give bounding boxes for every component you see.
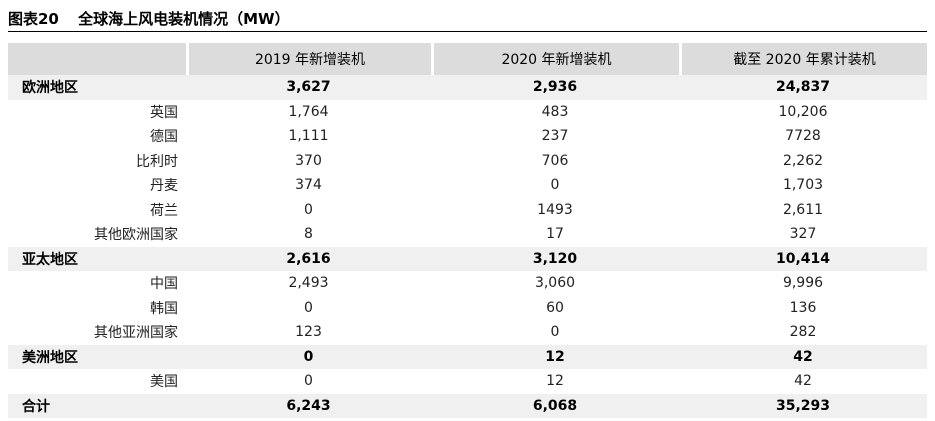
cell-cumulative: 10,414: [679, 246, 927, 271]
row-label: 欧洲地区: [8, 75, 186, 100]
figure-number: 图表20: [8, 10, 59, 28]
table-row: 欧洲地区 3,627 2,936 24,837: [8, 75, 927, 100]
cell-cumulative: 35,293: [679, 393, 927, 418]
cell-2020: 17: [546, 226, 564, 243]
row-label: 美洲地区: [8, 344, 186, 369]
cell-2020: 60: [546, 299, 564, 316]
cell-cumulative: 282: [789, 324, 817, 341]
table-row: 美国 0 12 42: [8, 369, 927, 394]
table-row: 亚太地区 2,616 3,120 10,414: [8, 246, 927, 271]
figure-title: 图表20 全球海上风电装机情况（MW）: [8, 8, 927, 32]
row-label: 中国: [150, 276, 178, 293]
offshore-wind-table: 2019 年新增装机 2020 年新增装机 截至 2020 年累计装机 欧洲地区…: [8, 43, 927, 418]
cell-2019: 6,243: [186, 393, 431, 418]
cell-2019: 0: [304, 299, 313, 316]
row-label: 德国: [150, 129, 178, 146]
cell-2020: 706: [541, 152, 569, 169]
cell-2019: 0: [304, 373, 313, 390]
cell-2020: 12: [546, 373, 564, 390]
row-label: 美国: [150, 374, 178, 391]
table-row: 其他欧洲国家 8 17 327: [8, 222, 927, 247]
cell-cumulative: 7728: [785, 128, 821, 145]
cell-cumulative: 2,262: [782, 152, 824, 169]
cell-cumulative: 24,837: [679, 75, 927, 100]
row-label: 合计: [8, 393, 186, 418]
cell-2020: 237: [541, 128, 569, 145]
cell-2019: 0: [186, 344, 431, 369]
cell-cumulative: 1,703: [782, 177, 824, 194]
cell-2019: 2,493: [288, 275, 329, 292]
row-label: 荷兰: [150, 202, 178, 219]
row-label: 丹麦: [150, 178, 178, 195]
cell-2019: 2,616: [186, 246, 431, 271]
cell-cumulative: 10,206: [778, 103, 828, 120]
cell-2020: 1493: [537, 201, 573, 218]
cell-2019: 0: [304, 201, 313, 218]
header-region: [8, 43, 186, 75]
table-row: 其他亚洲国家 123 0 282: [8, 320, 927, 345]
table-row: 比利时 370 706 2,262: [8, 149, 927, 174]
cell-2020: 12: [431, 344, 679, 369]
row-label: 其他亚洲国家: [94, 325, 178, 342]
cell-2019: 374: [295, 177, 322, 194]
cell-2020: 6,068: [431, 393, 679, 418]
cell-cumulative: 42: [794, 373, 812, 390]
cell-2019: 3,627: [186, 75, 431, 100]
row-label: 韩国: [150, 300, 178, 317]
table-row: 英国 1,764 483 10,206: [8, 100, 927, 125]
cell-2019: 1,764: [288, 103, 329, 120]
cell-2020: 483: [541, 103, 569, 120]
cell-cumulative: 136: [789, 299, 817, 316]
table-row: 丹麦 374 0 1,703: [8, 173, 927, 198]
cell-2019: 123: [295, 324, 322, 341]
cell-cumulative: 9,996: [782, 275, 824, 292]
table-row: 荷兰 0 1493 2,611: [8, 198, 927, 223]
row-label: 其他欧洲国家: [94, 227, 178, 244]
row-label: 英国: [150, 104, 178, 121]
table-row: 中国 2,493 3,060 9,996: [8, 271, 927, 296]
cell-2019: 370: [295, 152, 322, 169]
row-label: 比利时: [136, 153, 178, 170]
cell-2020: 2,936: [431, 75, 679, 100]
cell-2020: 0: [550, 324, 560, 341]
header-row: 2019 年新增装机 2020 年新增装机 截至 2020 年累计装机: [8, 43, 927, 75]
total-row: 合计 6,243 6,068 35,293: [8, 393, 927, 418]
cell-2020: 0: [550, 177, 560, 194]
cell-2019: 8: [304, 226, 313, 243]
cell-2020: 3,060: [534, 275, 576, 292]
cell-2020: 3,120: [431, 246, 679, 271]
header-2019-new: 2019 年新增装机: [186, 43, 431, 75]
table-row: 美洲地区 0 12 42: [8, 344, 927, 369]
table-row: 韩国 0 60 136: [8, 296, 927, 321]
row-label: 亚太地区: [8, 246, 186, 271]
cell-cumulative: 327: [789, 226, 817, 243]
cell-2019: 1,111: [288, 128, 329, 145]
table-row: 德国 1,111 237 7728: [8, 124, 927, 149]
cell-cumulative: 42: [679, 344, 927, 369]
cell-cumulative: 2,611: [782, 201, 824, 218]
figure-caption: 全球海上风电装机情况（MW）: [78, 10, 290, 28]
header-2020-new: 2020 年新增装机: [431, 43, 679, 75]
header-cumulative: 截至 2020 年累计装机: [679, 43, 927, 75]
